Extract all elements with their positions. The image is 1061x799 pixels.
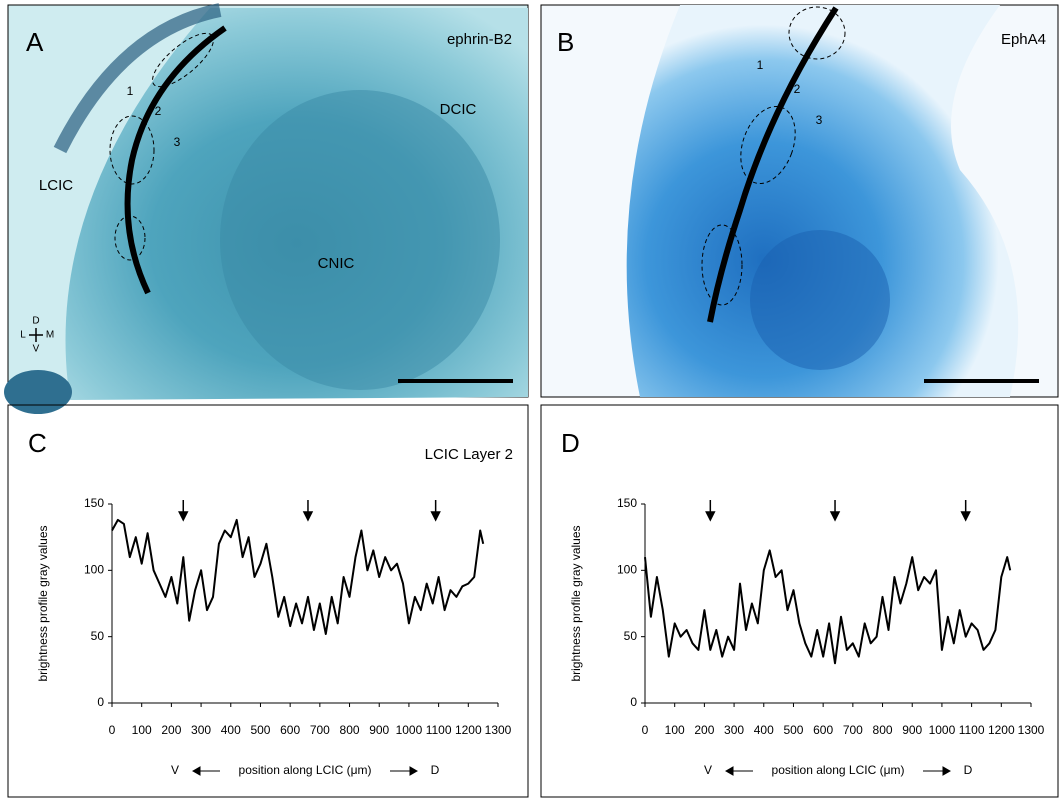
x-tick-label: 700 [310,723,330,737]
x-tick-label: 300 [191,723,211,737]
direction-arrow [724,766,753,776]
panel-frame [7,404,529,798]
stain-label: ephrin-B2 [447,31,512,48]
orientation-cross [29,328,43,342]
x-tick-label: 1200 [988,723,1015,737]
y-tick-label: 50 [91,629,105,643]
direction-arrow [191,766,220,776]
panel-letter: D [561,428,580,458]
orientation-label: V [33,344,40,355]
panel-a: A ephrin-B2 DCIC LCIC CNIC 1 2 3 D L M V [4,3,529,414]
region-label: DCIC [440,101,477,118]
direction-arrow [390,766,419,776]
orientation-label: D [32,316,39,327]
layer-number: 1 [127,84,134,98]
x-tick-label: 1300 [485,723,512,737]
x-tick-label: 0 [109,723,116,737]
x-tick-label: 900 [369,723,389,737]
x-tick-label: 100 [665,723,685,737]
module-arrow [960,500,971,522]
x-tick-label: 400 [221,723,241,737]
x-tick-label: 500 [783,723,803,737]
y-tick-label: 150 [617,496,637,510]
y-tick-label: 0 [630,695,637,709]
orientation-label: M [46,330,54,341]
layer-number: 3 [816,113,823,127]
module-outline [109,115,155,185]
x-tick-label: 1300 [1018,723,1045,737]
x-tick-label: 600 [280,723,300,737]
tissue-fragment [4,370,72,414]
profile-line [111,518,485,635]
y-tick-label: 100 [84,563,104,577]
layer-line [124,25,227,295]
y-tick-label: 50 [624,629,638,643]
layer-number: 2 [155,104,162,118]
x-axis-label: position along LCIC (μm) [772,763,905,777]
layer-number: 3 [174,135,181,149]
region-label: LCIC [39,177,73,194]
module-outline [114,215,146,261]
x-tick-label: 1100 [426,723,452,737]
panel-letter: A [26,27,44,57]
x-tick-label: 700 [843,723,863,737]
x-axis-label: position along LCIC (μm) [239,763,372,777]
x-tick-label: 1000 [929,723,956,737]
x-tick-label: 300 [724,723,744,737]
x-tick-label: 200 [694,723,714,737]
y-tick-label: 150 [84,496,104,510]
module-arrow [705,500,716,522]
x-tick-label: 500 [250,723,270,737]
module-arrow [302,500,314,522]
x-start-label: V [704,763,712,777]
x-tick-label: 900 [902,723,922,737]
x-start-label: V [171,763,179,777]
module-outline [788,6,846,60]
x-end-label: D [431,763,440,777]
panel-frame [540,404,1059,798]
module-arrow [430,500,441,522]
cnic-area [220,90,500,390]
x-tick-label: 1100 [959,723,985,737]
region-label: CNIC [318,255,355,272]
x-tick-label: 400 [754,723,774,737]
module-outline [152,32,214,88]
dense-area [750,230,890,370]
direction-arrow [923,766,952,776]
y-axis-label: brightness profile gray values [36,525,50,681]
stain-label: EphA4 [1001,31,1046,48]
profile-line [644,549,1012,665]
edge [53,3,222,154]
panel-letter: C [28,428,47,458]
x-tick-label: 1200 [455,723,482,737]
y-tick-label: 0 [97,695,104,709]
layer-line [707,6,839,323]
panel-b: B EphA4 1 2 3 [540,4,1059,398]
x-tick-label: 800 [340,723,360,737]
layer-number: 2 [794,82,801,96]
module-arrow [178,500,189,522]
x-end-label: D [964,763,973,777]
x-tick-label: 800 [873,723,893,737]
x-tick-label: 100 [132,723,152,737]
chart-title: LCIC Layer 2 [425,446,513,463]
module-outline [701,224,743,306]
panel-letter: B [557,27,574,57]
x-tick-label: 200 [161,723,181,737]
x-tick-label: 600 [813,723,833,737]
y-axis-label: brightness profile gray values [569,525,583,681]
x-tick-label: 1000 [396,723,423,737]
layer-number: 1 [757,58,764,72]
tissue [626,5,1019,397]
module-arrow [829,500,841,522]
module-outline [740,105,796,185]
x-tick-label: 0 [642,723,649,737]
y-tick-label: 100 [617,563,637,577]
orientation-label: L [20,330,26,341]
